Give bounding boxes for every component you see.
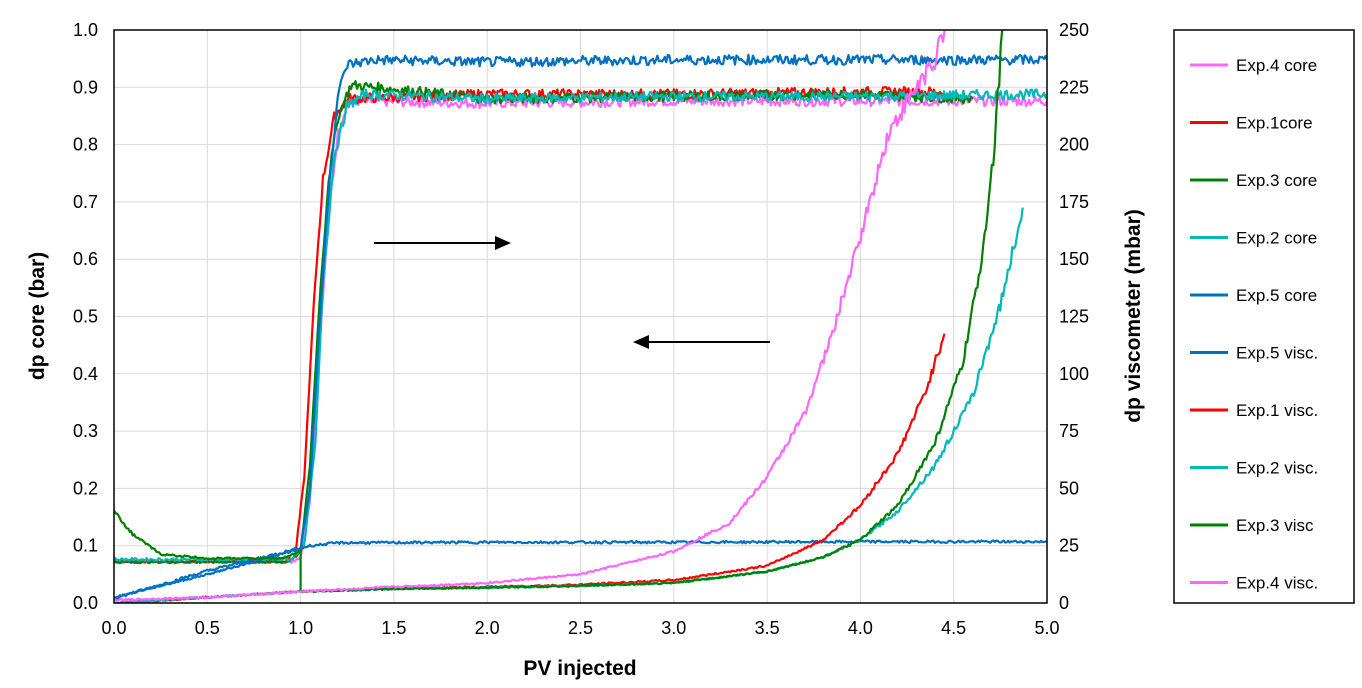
legend-label-exp-2-core: Exp.2 core [1236, 229, 1317, 248]
y-left-tick-label: 0.3 [73, 421, 98, 441]
series-line-exp-3-core [114, 80, 974, 565]
x-tick-label: 2.0 [475, 618, 500, 638]
legend-label-exp-4-visc: Exp.4 visc. [1236, 574, 1318, 593]
y-right-tick-label: 50 [1059, 478, 1079, 498]
y-left-tick-label: 1.0 [73, 20, 98, 40]
y-left-axis-title: dp core (bar) [26, 252, 49, 380]
legend-label-exp-3-core: Exp.3 core [1236, 171, 1317, 190]
legend-label-exp-4-core: Exp.4 core [1236, 56, 1317, 75]
grid [113, 29, 1048, 604]
x-tick-label: 0.0 [101, 618, 126, 638]
legend-label-exp-5-core: Exp.5 core [1236, 286, 1317, 305]
series-line-exp-4-visc [114, 30, 947, 602]
legend-label-exp-3-visc: Exp.3 visc [1236, 516, 1314, 535]
y-left-axis-ticks: 0.0 0.1 0.2 0.3 0.4 0.5 0.6 0.7 0.8 0.9 1.0 [73, 20, 98, 613]
plot-area-border [113, 29, 1048, 604]
x-tick-label: 1.0 [288, 618, 313, 638]
y-right-tick-label: 0 [1059, 593, 1069, 613]
series-line-exp-5-core [114, 53, 1047, 600]
y-left-tick-label: 0.9 [73, 77, 98, 97]
x-axis-title: PV injected [523, 657, 636, 680]
y-right-tick-label: 75 [1059, 421, 1079, 441]
series-line-exp-3-visc [114, 30, 1004, 594]
y-right-tick-label: 25 [1059, 536, 1079, 556]
series-line-exp-2-visc [114, 207, 1024, 603]
y-left-tick-label: 0.6 [73, 249, 98, 269]
x-tick-label: 2.5 [568, 618, 593, 638]
y-right-tick-label: 175 [1059, 192, 1089, 212]
y-left-tick-label: 0.4 [73, 364, 98, 384]
legend-label-exp-5-visc: Exp.5 visc. [1236, 344, 1318, 363]
y-right-tick-label: 225 [1059, 77, 1089, 97]
x-tick-label: 4.0 [848, 618, 873, 638]
x-axis-ticks: 0.0 0.5 1.0 1.5 2.0 2.5 3.0 3.5 4.0 4.5 5.0 [101, 618, 1059, 638]
y-right-tick-label: 125 [1059, 307, 1089, 327]
x-tick-label: 0.5 [195, 618, 220, 638]
y-left-tick-label: 0.1 [73, 536, 98, 556]
y-left-tick-label: 0.2 [73, 478, 98, 498]
legend-label-exp-1core: Exp.1core [1236, 114, 1313, 133]
y-left-tick-label: 0.7 [73, 192, 98, 212]
y-right-axis-ticks: 0 25 50 75 100 125 150 175 200 225 250 [1059, 20, 1089, 613]
y-right-tick-label: 150 [1059, 249, 1089, 269]
y-left-tick-label: 0.5 [73, 307, 98, 327]
series-lines [114, 30, 1047, 603]
legend-label-exp-2-visc: Exp.2 visc. [1236, 459, 1318, 478]
y-left-tick-label: 0.8 [73, 135, 98, 155]
arrow-left-annotation [633, 335, 770, 349]
series-line-exp-1core [114, 85, 946, 565]
legend-label-exp-1-visc: Exp.1 visc. [1236, 401, 1318, 420]
legend: Exp.4 core Exp.1core Exp.3 core Exp.2 core E… [1173, 29, 1355, 604]
y-right-tick-label: 100 [1059, 364, 1089, 384]
x-tick-label: 4.5 [941, 618, 966, 638]
series-line-exp-5-visc [114, 539, 1047, 599]
x-tick-label: 1.5 [381, 618, 406, 638]
y-right-axis-title: dp viscometer (mbar) [1122, 209, 1145, 423]
y-right-tick-label: 250 [1059, 20, 1089, 40]
y-left-tick-label: 0.0 [73, 593, 98, 613]
x-tick-label: 3.0 [661, 618, 686, 638]
y-right-tick-label: 200 [1059, 135, 1089, 155]
x-tick-label: 3.5 [755, 618, 780, 638]
legend-border [1173, 29, 1355, 604]
arrow-right-annotation [374, 236, 511, 250]
x-tick-label: 5.0 [1034, 618, 1059, 638]
